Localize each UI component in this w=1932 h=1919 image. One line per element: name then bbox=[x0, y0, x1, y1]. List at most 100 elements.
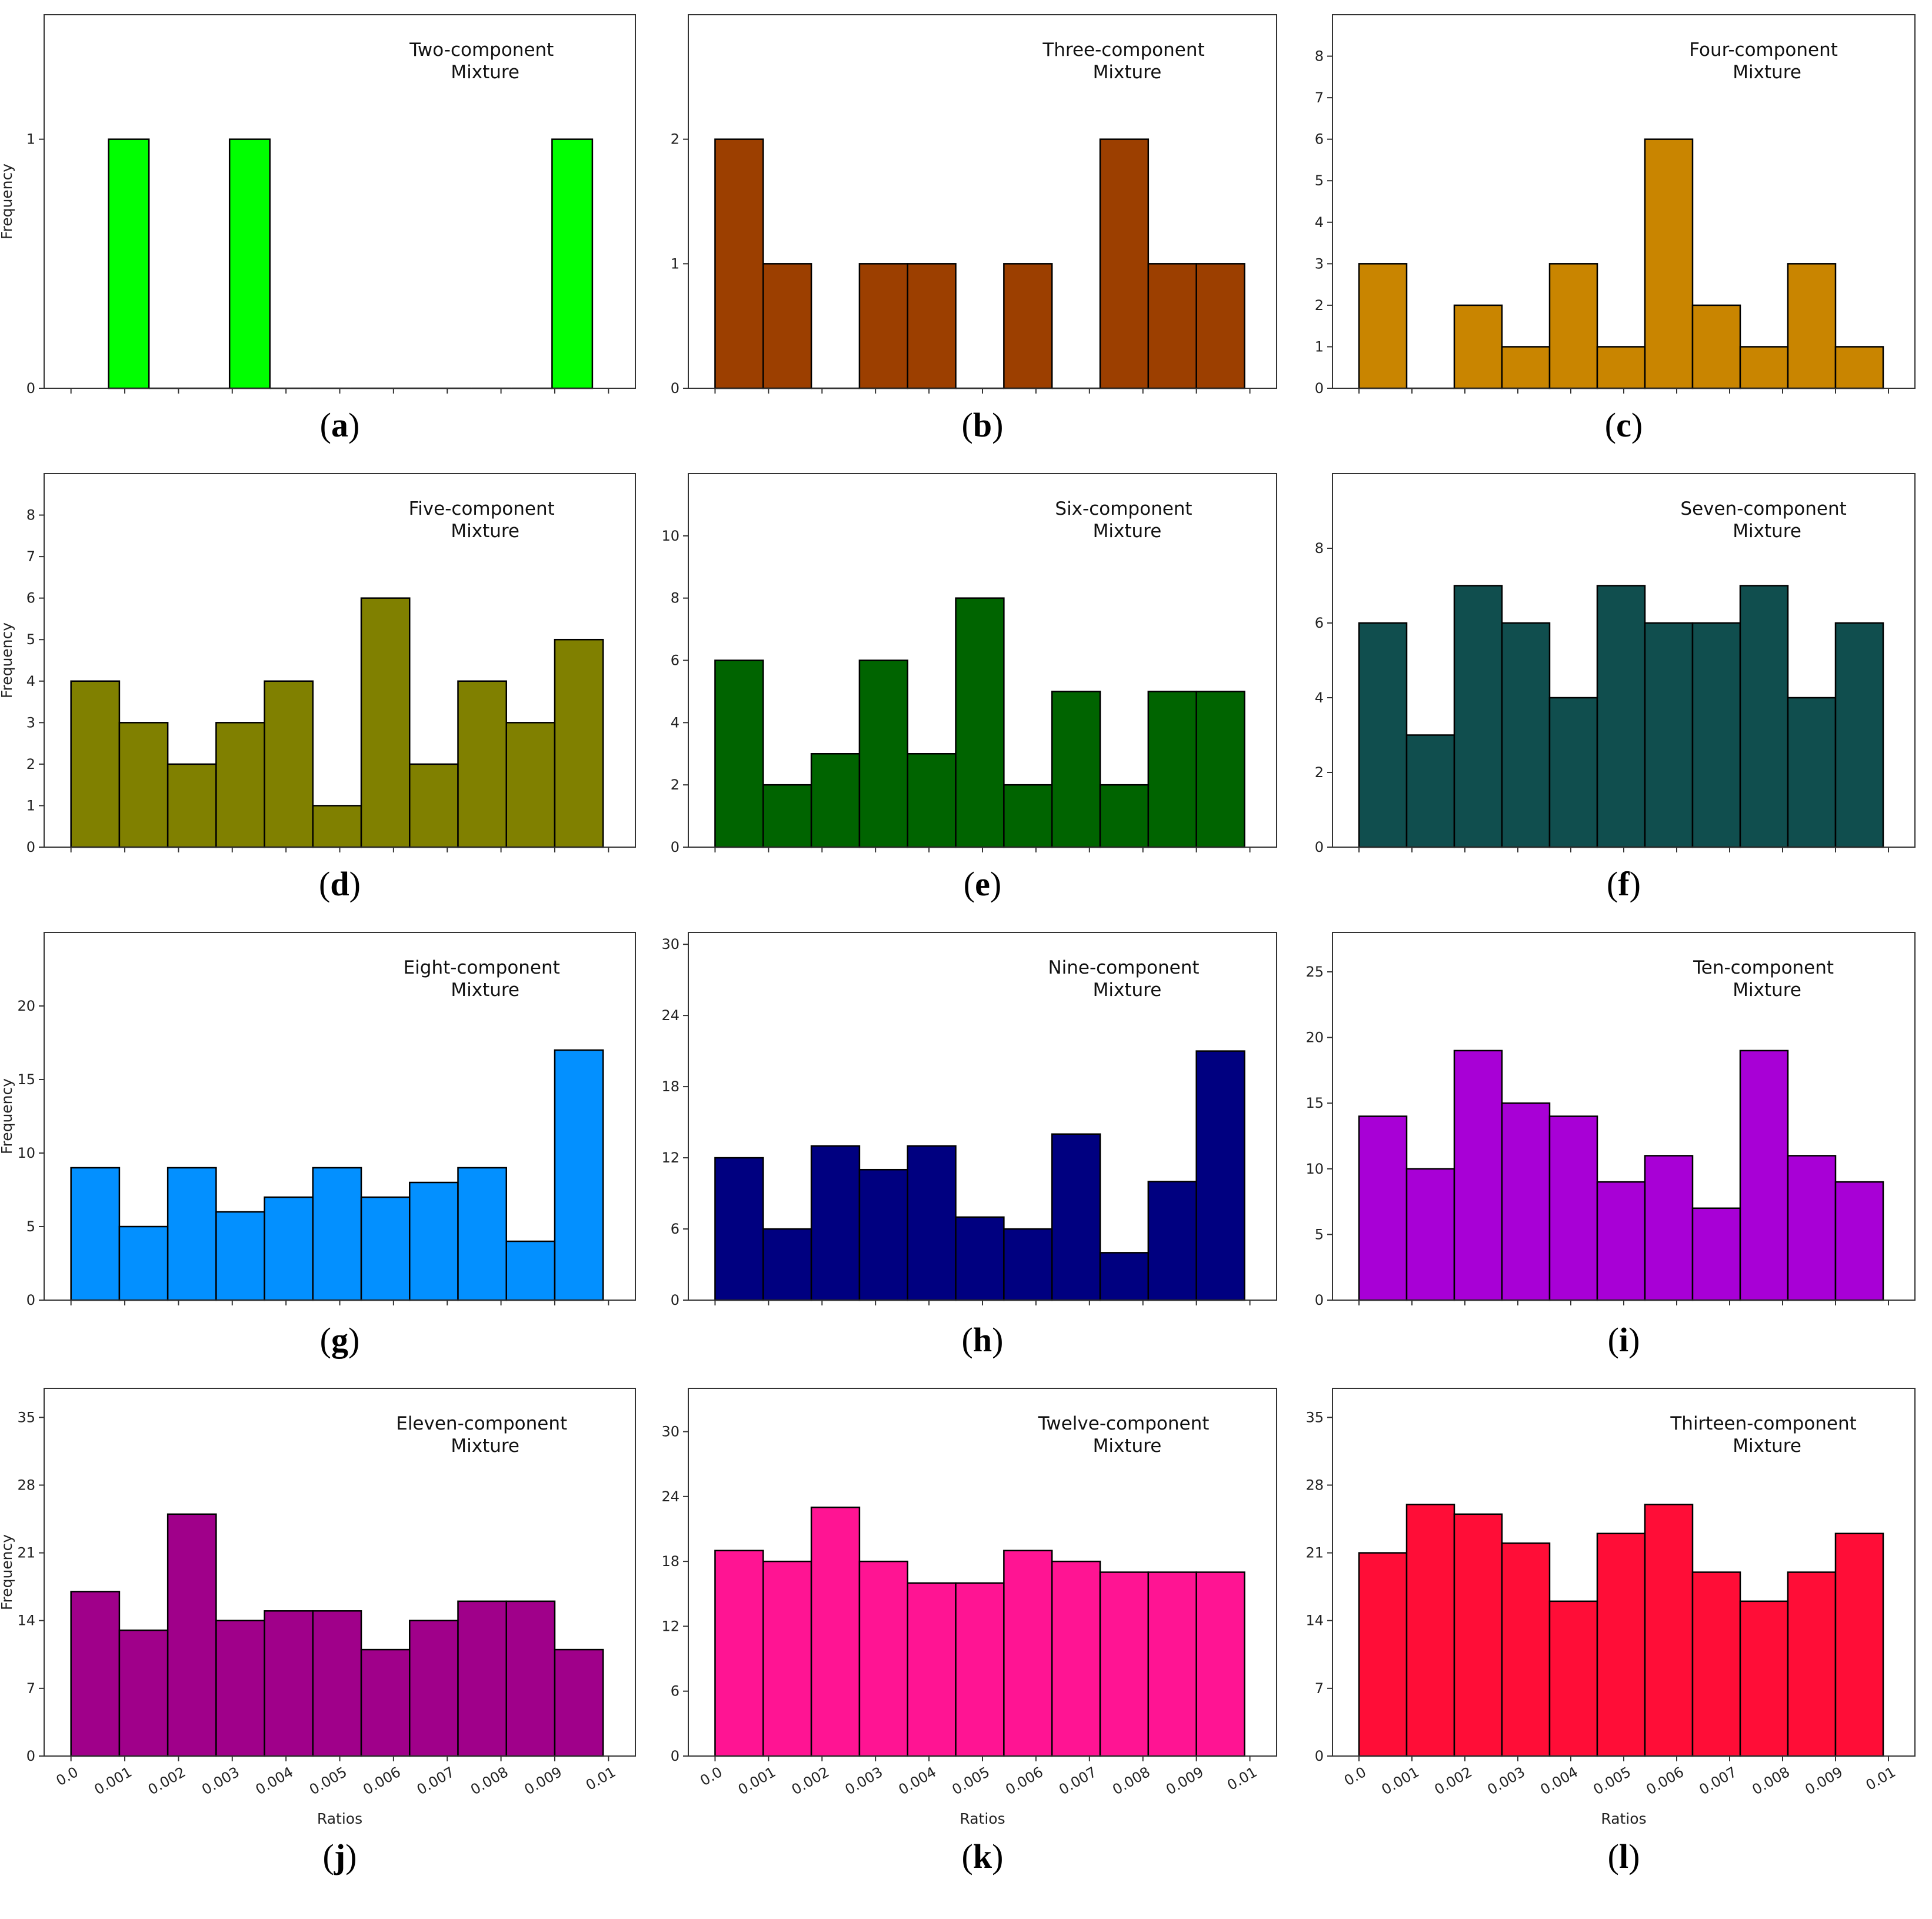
y-tick-label: 4 bbox=[671, 714, 679, 731]
chart-title-line1: Two-component bbox=[409, 39, 554, 61]
y-tick-label: 35 bbox=[1305, 1409, 1324, 1425]
y-tick-label: 21 bbox=[17, 1545, 35, 1561]
x-tick-label: 0.003 bbox=[1484, 1764, 1528, 1798]
x-tick-label: 0.003 bbox=[842, 1764, 886, 1798]
histogram-bar bbox=[409, 1620, 459, 1757]
histogram-bar bbox=[1003, 263, 1053, 389]
histogram-bar bbox=[858, 659, 908, 848]
histogram-bar bbox=[714, 659, 764, 848]
histogram-bar bbox=[1147, 1181, 1197, 1301]
y-axis-label: Frequency bbox=[0, 1078, 15, 1154]
panel-label: (e) bbox=[964, 865, 1001, 903]
chart-title-line1: Seven-component bbox=[1680, 498, 1846, 519]
y-tick-label: 3 bbox=[1315, 255, 1324, 272]
histogram-bar bbox=[762, 784, 812, 848]
y-tick-label: 3 bbox=[26, 714, 35, 731]
y-tick-label: 4 bbox=[1315, 214, 1324, 231]
chart-title-line1: Three-component bbox=[1042, 39, 1204, 61]
histogram-bar bbox=[1358, 1115, 1408, 1301]
histogram-bar bbox=[118, 1225, 169, 1301]
histogram-bar bbox=[1147, 691, 1197, 848]
y-tick-label: 1 bbox=[1315, 338, 1324, 355]
y-tick-label: 7 bbox=[1315, 89, 1324, 106]
panel-label: (a) bbox=[320, 406, 360, 444]
y-tick-label: 0 bbox=[671, 1748, 679, 1764]
histogram-bar bbox=[1099, 1252, 1150, 1301]
y-tick-label: 5 bbox=[26, 1218, 35, 1235]
y-axis-label: Frequency bbox=[0, 1534, 15, 1610]
histogram-bar bbox=[1195, 1050, 1245, 1301]
panel-label: (c) bbox=[1605, 406, 1643, 444]
chart-title-line2: Mixture bbox=[1093, 1435, 1162, 1457]
histogram-bar bbox=[166, 1167, 217, 1301]
histogram-bar bbox=[1051, 1560, 1101, 1757]
histogram-bar bbox=[858, 263, 908, 389]
histogram-bar bbox=[858, 1560, 908, 1757]
histogram-bar bbox=[1405, 734, 1455, 848]
y-axis-label: Frequency bbox=[0, 164, 15, 239]
y-tick-label: 8 bbox=[26, 507, 35, 524]
histogram-bar bbox=[1691, 304, 1741, 389]
histogram-bar bbox=[1501, 346, 1551, 389]
y-tick-label: 24 bbox=[661, 1007, 679, 1024]
x-tick-label: 0.004 bbox=[253, 1764, 297, 1798]
y-tick-label: 6 bbox=[1315, 131, 1324, 148]
histogram-bar bbox=[1051, 1133, 1101, 1301]
histogram-bar bbox=[1099, 784, 1150, 848]
x-tick-label: 0.0 bbox=[1341, 1764, 1369, 1789]
histogram-bar bbox=[505, 1600, 556, 1757]
histogram-bar bbox=[118, 722, 169, 848]
histogram-bar bbox=[554, 1648, 604, 1757]
x-tick-label: 0.001 bbox=[1378, 1764, 1422, 1798]
x-tick-label: 0.007 bbox=[1696, 1764, 1740, 1798]
x-tick-label: 0.0 bbox=[54, 1764, 81, 1789]
chart-title-line2: Mixture bbox=[1733, 521, 1801, 542]
histogram-bar bbox=[1003, 1228, 1053, 1301]
chart-title-line2: Mixture bbox=[1733, 980, 1801, 1001]
x-tick-label: 0.01 bbox=[1224, 1764, 1260, 1794]
chart-title-line2: Mixture bbox=[1093, 521, 1162, 542]
panel-label: (g) bbox=[320, 1321, 360, 1359]
histogram-bar bbox=[1644, 1155, 1694, 1301]
histogram-bar bbox=[1405, 1168, 1455, 1301]
histogram-bar bbox=[907, 753, 957, 848]
histogram-bar bbox=[1453, 1513, 1503, 1757]
histogram-bar bbox=[108, 138, 150, 389]
histogram-bar bbox=[762, 263, 812, 389]
histogram-bar bbox=[907, 1145, 957, 1301]
y-tick-label: 5 bbox=[1315, 172, 1324, 189]
histogram-bar bbox=[1644, 138, 1694, 389]
histogram-bar bbox=[714, 1157, 764, 1301]
chart-title-line1: Twelve-component bbox=[1038, 1413, 1210, 1434]
y-tick-label: 0 bbox=[26, 1292, 35, 1308]
histogram-bar bbox=[1739, 1600, 1789, 1757]
histogram-bar bbox=[1787, 697, 1837, 848]
histogram-bar bbox=[264, 1196, 314, 1301]
chart-title-line1: Ten-component bbox=[1693, 957, 1834, 978]
panel-label: (f) bbox=[1607, 865, 1641, 903]
y-tick-label: 10 bbox=[1305, 1161, 1324, 1177]
panel-label: (b) bbox=[962, 406, 1004, 444]
y-tick-label: 8 bbox=[1315, 48, 1324, 65]
chart-title-line2: Mixture bbox=[451, 62, 519, 83]
x-tick-label: 0.009 bbox=[1163, 1764, 1207, 1798]
histogram-bar bbox=[215, 722, 265, 848]
y-tick-label: 6 bbox=[26, 590, 35, 607]
histogram-bar bbox=[505, 1240, 556, 1301]
histogram-bar bbox=[1358, 263, 1408, 389]
y-tick-label: 8 bbox=[671, 590, 679, 607]
x-tick-label: 0.008 bbox=[468, 1764, 511, 1798]
x-tick-label: 0.009 bbox=[521, 1764, 565, 1798]
histogram-bar bbox=[1787, 263, 1837, 389]
histogram-bar bbox=[457, 680, 507, 848]
histogram-bar bbox=[409, 1181, 459, 1301]
chart-title-line1: Five-component bbox=[409, 498, 555, 519]
histogram-bar bbox=[1834, 1532, 1884, 1757]
histogram-bar bbox=[1548, 1600, 1598, 1757]
x-tick-label: 0.003 bbox=[199, 1764, 242, 1798]
y-tick-label: 0 bbox=[671, 380, 679, 397]
histogram-bar bbox=[1739, 346, 1789, 389]
y-tick-label: 2 bbox=[671, 777, 679, 793]
